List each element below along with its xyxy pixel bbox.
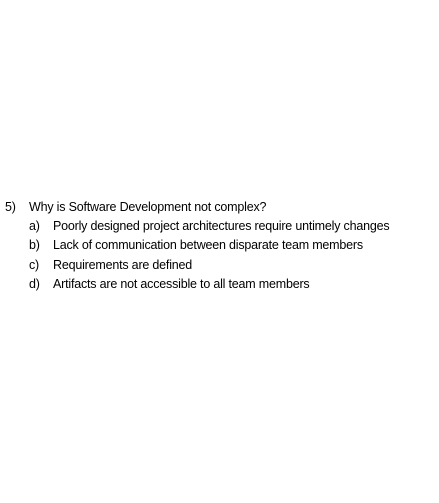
option-label: b) (29, 238, 40, 253)
question-text: Why is Software Development not complex? (29, 200, 267, 214)
option-text: Lack of communication between disparate … (53, 238, 363, 253)
question-number: 5) (5, 200, 16, 214)
option-text: Artifacts are not accessible to all team… (53, 276, 310, 291)
option-label: a) (29, 219, 40, 233)
option-label: d) (29, 276, 40, 291)
option-text: Requirements are defined (53, 257, 193, 272)
option-text: Poorly designed project architectures re… (53, 219, 390, 233)
option-label: c) (29, 257, 40, 272)
